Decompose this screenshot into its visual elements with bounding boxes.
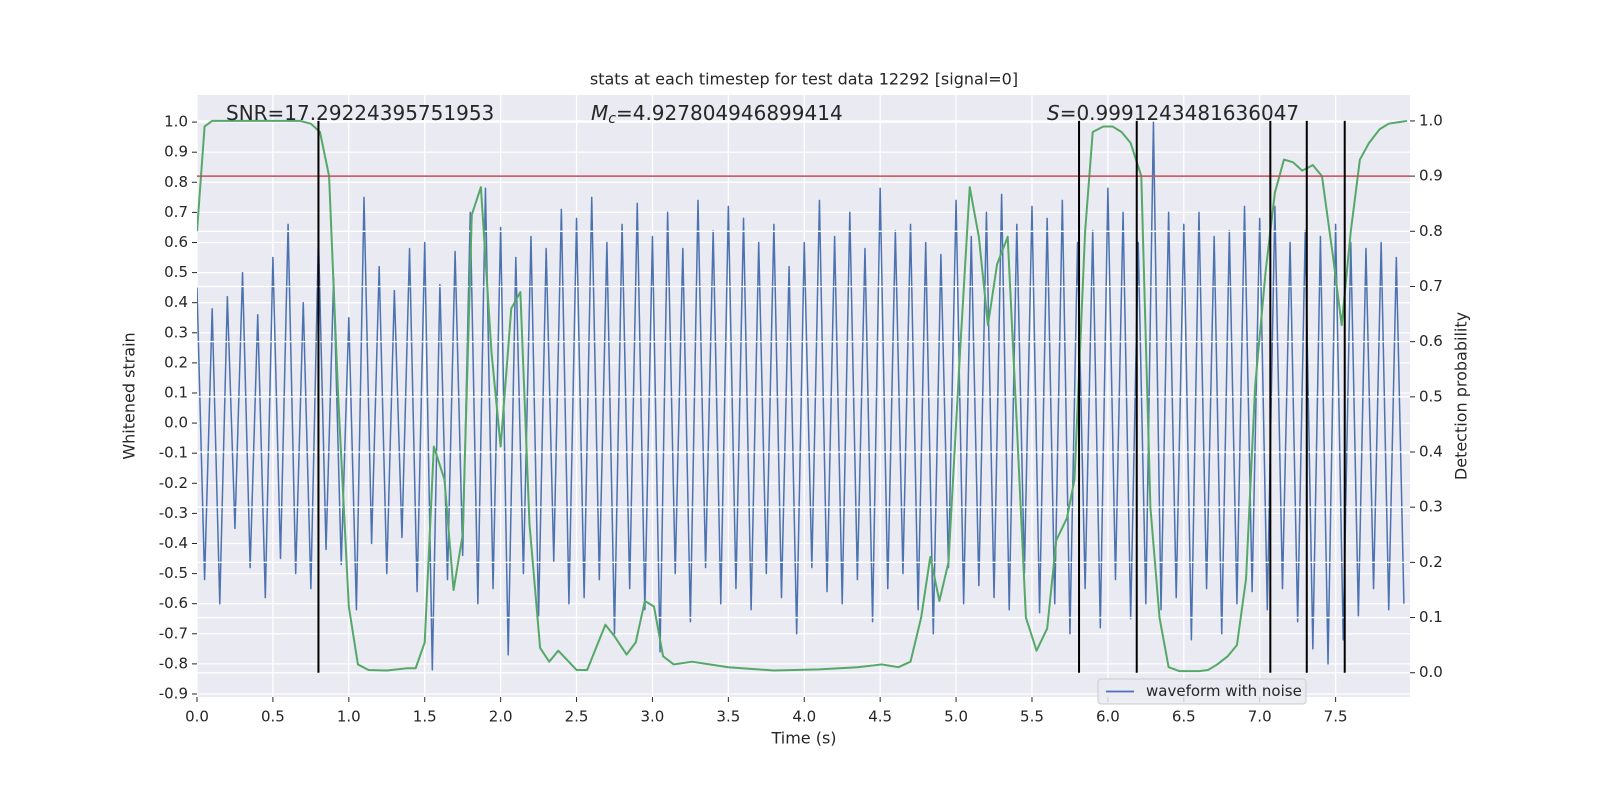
y2-tick-label: 0.1: [1419, 608, 1443, 626]
y2-tick-label: 1.0: [1419, 111, 1443, 129]
y-tick-label: -0.1: [159, 444, 188, 462]
y2-tick-label: 0.8: [1419, 222, 1443, 240]
x-tick-label: 6.0: [1096, 708, 1120, 726]
x-tick-label: 0.5: [261, 708, 285, 726]
y-tick-label: 0.7: [164, 203, 188, 221]
y-tick-label: 0.1: [164, 383, 188, 401]
y-tick-label: 0.2: [164, 353, 188, 371]
series-line: [197, 121, 1405, 671]
x-tick-label: 7.0: [1248, 708, 1272, 726]
x-tick-label: 5.5: [1020, 708, 1044, 726]
x-tick-label: 4.0: [792, 708, 816, 726]
y-tick-label: -0.5: [159, 564, 188, 582]
y-tick-label: 0.5: [164, 263, 188, 281]
annotation: S=0.9991243481636047: [1047, 101, 1299, 125]
x-tick-label: 4.5: [868, 708, 892, 726]
y2-tick-label: 0.7: [1419, 277, 1443, 295]
x-tick-label: 6.5: [1172, 708, 1196, 726]
y-axis-label: Whitened strain: [120, 332, 139, 459]
x-tick-label: 5.0: [944, 708, 968, 726]
x-tick-label: 2.0: [489, 708, 513, 726]
y-tick-label: 0.8: [164, 173, 188, 191]
y-tick-label: -0.8: [159, 654, 188, 672]
y-tick-label: 0.9: [164, 143, 188, 161]
y-tick-label: -0.4: [159, 534, 188, 552]
y-tick-label: 0.0: [164, 414, 188, 432]
y2-tick-label: 0.4: [1419, 443, 1443, 461]
y-tick-label: 0.4: [164, 293, 188, 311]
y-tick-label: 0.3: [164, 323, 188, 341]
y2-tick-label: 0.5: [1419, 387, 1443, 405]
y-tick-label: -0.9: [159, 684, 188, 702]
plot-content: [197, 121, 1405, 671]
overlay: [197, 119, 1410, 673]
y2-tick-label: 0.3: [1419, 498, 1443, 516]
y-tick-label: -0.7: [159, 624, 188, 642]
annotation-subscript: c: [608, 111, 616, 127]
x-tick-label: 0.0: [185, 708, 209, 726]
legend-box: [1097, 678, 1307, 705]
y-tick-label: -0.3: [159, 504, 188, 522]
annotation-symbol: M: [591, 101, 608, 125]
annotation-text: =0.9991243481636047: [1060, 101, 1299, 125]
y2-tick-label: 0.6: [1419, 332, 1443, 350]
y2-tick-label: 0.0: [1419, 663, 1443, 681]
series-line: [197, 119, 1408, 673]
annotation-symbol: S: [1047, 101, 1060, 125]
y-tick-label: 0.6: [164, 233, 188, 251]
annotation: Mc=4.927804946899414: [591, 101, 843, 128]
y-tick-label: -0.2: [159, 474, 188, 492]
annotation-text: =4.927804946899414: [616, 101, 843, 125]
x-tick-label: 7.5: [1324, 708, 1348, 726]
chart-title: stats at each timestep for test data 122…: [590, 70, 1018, 89]
x-axis-label: Time (s): [770, 729, 836, 748]
x-tick-label: 3.0: [641, 708, 665, 726]
y2-axis-label: Detection probability: [1452, 312, 1471, 480]
y2-tick-label: 0.9: [1419, 167, 1443, 185]
x-tick-label: 3.5: [716, 708, 740, 726]
y2-tick-label: 0.2: [1419, 553, 1443, 571]
plot-area: [197, 95, 1410, 697]
x-tick-label: 2.5: [565, 708, 589, 726]
x-tick-label: 1.5: [413, 708, 437, 726]
y-tick-label: -0.6: [159, 594, 188, 612]
annotation: SNR=17.29224395751953: [226, 101, 494, 125]
labels: 0.0 0.5 1.0 1.5 2.0 2.5 3.0 3.5 4.0 4.5 5.0 5.5 6.0 6…: [159, 101, 1443, 726]
annotation-text: SNR=17.29224395751953: [226, 101, 494, 125]
x-tick-label: 1.0: [337, 708, 361, 726]
legend-label: waveform with noise: [1146, 682, 1302, 700]
y-tick-label: 1.0: [164, 113, 188, 131]
